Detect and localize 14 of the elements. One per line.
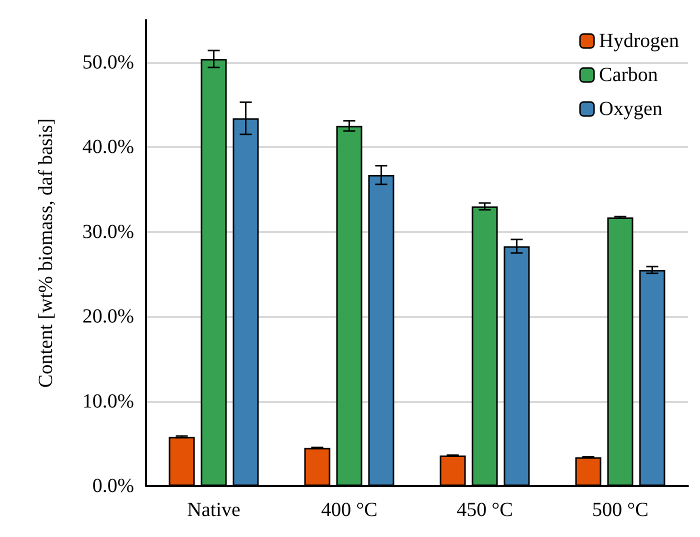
x-tick-label: Native — [187, 499, 241, 521]
y-tick-label: 50.0% — [82, 51, 134, 74]
x-tick-label: 450 °C — [456, 499, 513, 521]
x-tick-label: 400 °C — [321, 499, 378, 521]
y-tick-label: 10.0% — [82, 390, 134, 412]
y-axis-title: Content [wt% biomass, daf basis] — [35, 118, 57, 388]
x-tick-label: 500 °C — [592, 499, 648, 521]
legend-label: Carbon — [599, 64, 658, 86]
y-tick-label: 30.0% — [82, 220, 134, 243]
legend-label: Hydrogen — [599, 30, 680, 52]
y-tick-label: 20.0% — [82, 306, 134, 328]
y-tick-label: 0.0% — [92, 475, 134, 497]
y-tick-label: 40.0% — [82, 136, 134, 158]
legend-label: Oxygen — [599, 98, 662, 120]
